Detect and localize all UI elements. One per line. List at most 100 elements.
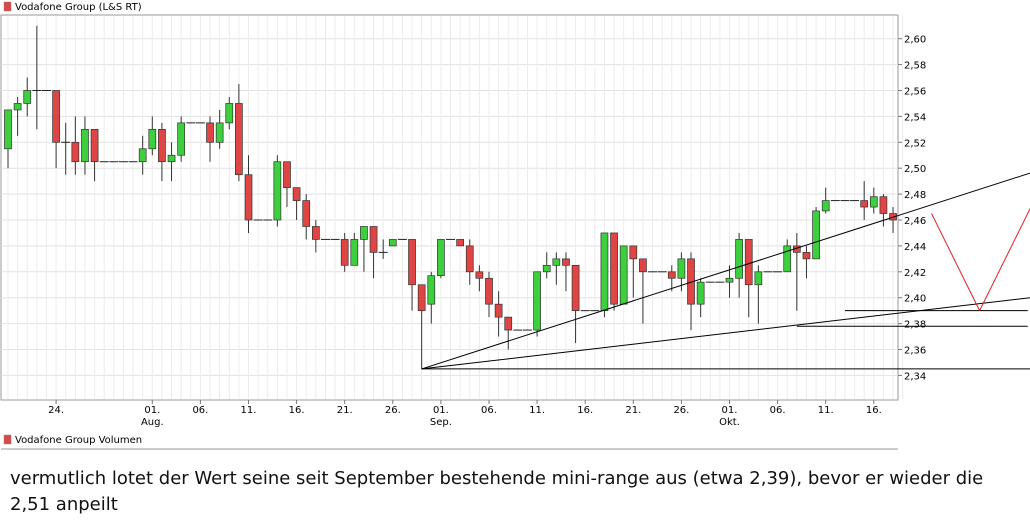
- candle-body: [167, 154, 176, 163]
- x-tick-label: 21.: [625, 405, 641, 416]
- candle-body: [369, 226, 378, 253]
- candle-body: [235, 103, 243, 176]
- candle-body: [869, 196, 878, 208]
- y-axis: 2,60 2,58 2,56 2,54 2,52 2,50 2,48 2,46 2,44 2,42…: [898, 35, 926, 382]
- candle-body: [533, 271, 541, 331]
- plot-area: [0, 14, 899, 401]
- legend-swatch-price: [3, 1, 12, 12]
- candle-body: [744, 239, 753, 286]
- x-tick-label: 06.: [192, 405, 208, 416]
- candle-body: [4, 109, 12, 150]
- x-tick-label: 24.: [48, 405, 64, 416]
- candle-body: [754, 271, 763, 286]
- y-tick-label: 2,48: [904, 190, 926, 201]
- y-tick-label: 2,46: [904, 216, 926, 227]
- caption-text: vermutlich lotet der Wert seine seit Sep…: [10, 468, 984, 515]
- x-tick-label: 01.: [433, 405, 449, 416]
- candle-body: [215, 122, 224, 143]
- legend-swatch-volume: [3, 434, 12, 445]
- trend-line: [931, 213, 981, 311]
- candlestick-chart: Vodafone Group (L&S RT) 2,60 2,58 2,56 2,54…: [0, 1, 1030, 450]
- x-axis: 24. 01.Aug.06. 11. 16. 21. 26. 01.Sep.06. 11. 16…: [48, 400, 882, 428]
- candle-body: [735, 239, 743, 279]
- candle-body: [860, 200, 869, 208]
- candle-body: [600, 232, 609, 311]
- candle-body: [639, 258, 647, 273]
- x-tick-label: 26.: [673, 405, 689, 416]
- candle-body: [802, 252, 811, 260]
- grid: [1, 16, 904, 399]
- x-tick-label: 16.: [289, 405, 305, 416]
- candle-body: [388, 239, 397, 247]
- candle-body: [629, 245, 638, 260]
- candle-body: [158, 129, 166, 163]
- y-tick-label: 2,38: [904, 320, 926, 331]
- candle-body: [273, 161, 282, 221]
- candle-body: [244, 174, 253, 221]
- y-tick-label: 2,36: [904, 346, 926, 357]
- candle-body: [619, 245, 628, 305]
- x-tick-month: Okt.: [719, 417, 740, 428]
- y-tick-label: 2,52: [904, 138, 926, 149]
- trend-lines: [421, 172, 1030, 370]
- candle-body: [206, 122, 214, 143]
- y-tick-label: 2,40: [904, 294, 926, 305]
- candle-body: [494, 303, 503, 318]
- x-tick-label: 16.: [577, 405, 593, 416]
- candle-body: [225, 103, 234, 124]
- candle-body: [437, 239, 445, 277]
- candle-body: [177, 122, 186, 156]
- y-tick-label: 2,42: [904, 268, 926, 279]
- candle-body: [13, 103, 22, 111]
- candle-body: [302, 200, 311, 227]
- x-tick-month: Sep.: [430, 417, 452, 428]
- candle-body: [311, 226, 320, 240]
- x-tick-label: 26.: [385, 405, 401, 416]
- x-tick-label: 01.: [144, 405, 160, 416]
- candle-body: [408, 239, 416, 286]
- candle-body: [23, 90, 32, 104]
- x-tick-label: 11.: [818, 405, 834, 416]
- candle-body: [475, 271, 484, 279]
- y-tick-label: 2,60: [904, 35, 926, 46]
- candle-body: [52, 90, 60, 143]
- y-tick-label: 2,54: [904, 112, 926, 123]
- x-tick-label: 21.: [337, 405, 353, 416]
- candle-body: [465, 245, 474, 273]
- y-tick-label: 2,34: [904, 371, 926, 382]
- candle-body: [677, 258, 686, 279]
- candles: [4, 25, 897, 369]
- candle-body: [350, 239, 359, 266]
- candle-body: [725, 277, 734, 283]
- candle-body: [667, 271, 676, 279]
- candle-body: [427, 275, 436, 305]
- candle-body: [148, 129, 157, 150]
- chart-title: Vodafone Group (L&S RT): [15, 2, 142, 13]
- x-tick-month: Aug.: [141, 417, 164, 428]
- x-tick-label: 06.: [481, 405, 497, 416]
- candle-body: [571, 264, 580, 312]
- candle-body: [81, 129, 89, 163]
- trend-line: [421, 297, 1030, 370]
- candle-body: [71, 141, 80, 163]
- candle-body: [552, 258, 561, 266]
- candle-body: [504, 316, 513, 331]
- candle-body: [360, 226, 368, 240]
- candle-body: [90, 129, 99, 163]
- y-tick-label: 2,56: [904, 87, 926, 98]
- y-tick-label: 2,44: [904, 242, 926, 253]
- candle-body: [417, 284, 426, 311]
- candle-body: [821, 200, 830, 212]
- trend-line: [421, 172, 1030, 370]
- x-tick-label: 06.: [770, 405, 786, 416]
- y-tick-label: 2,58: [904, 61, 926, 72]
- y-tick-label: 2,50: [904, 164, 926, 175]
- candle-body: [283, 161, 291, 188]
- candle-body: [138, 148, 147, 163]
- candle-body: [812, 210, 820, 260]
- candle-body: [542, 264, 551, 273]
- x-tick-label: 01.: [722, 405, 738, 416]
- candle-body: [485, 277, 493, 305]
- candle-body: [340, 239, 349, 266]
- candle-body: [696, 281, 705, 305]
